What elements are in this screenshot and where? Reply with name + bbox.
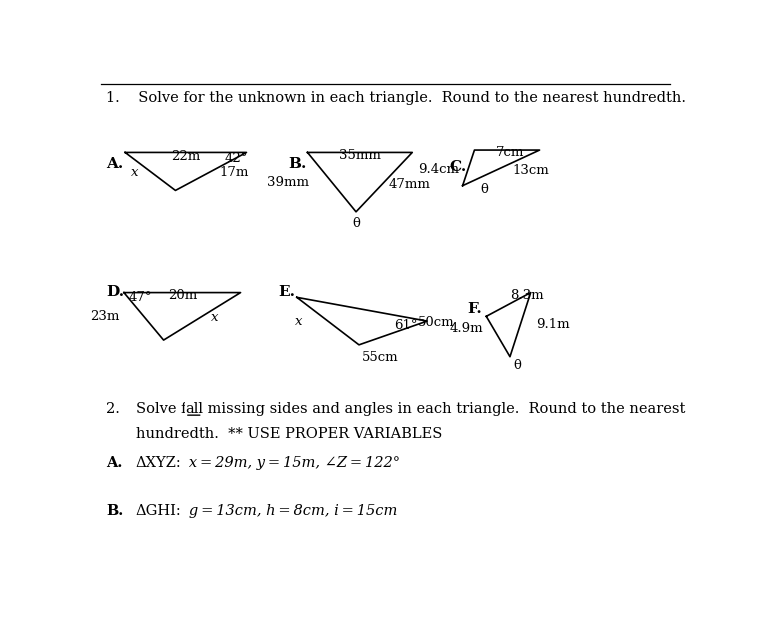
- Text: 7cm: 7cm: [496, 146, 524, 159]
- Text: g = 13cm, h = 8cm, i = 15cm: g = 13cm, h = 8cm, i = 15cm: [176, 504, 398, 518]
- Text: 4.9m: 4.9m: [450, 322, 484, 335]
- Text: 47°: 47°: [128, 291, 151, 304]
- Text: 2.: 2.: [106, 402, 120, 416]
- Text: A.: A.: [106, 157, 124, 171]
- Text: 23m: 23m: [90, 310, 119, 323]
- Text: 22m: 22m: [171, 150, 200, 163]
- Text: 13cm: 13cm: [513, 164, 549, 176]
- Text: 20m: 20m: [168, 289, 197, 302]
- Text: 9.1m: 9.1m: [536, 318, 570, 331]
- Text: x: x: [295, 315, 303, 328]
- Text: x = 29m, y = 15m, ∠Z = 122°: x = 29m, y = 15m, ∠Z = 122°: [176, 457, 400, 471]
- Text: all: all: [185, 402, 203, 416]
- Text: 39mm: 39mm: [267, 176, 309, 189]
- Text: ΔXYZ:: ΔXYZ:: [136, 457, 182, 471]
- Text: 1.    Solve for the unknown in each triangle.  Round to the nearest hundredth.: 1. Solve for the unknown in each triangl…: [106, 91, 686, 105]
- Text: B.: B.: [106, 504, 124, 518]
- Text: θ: θ: [481, 183, 488, 196]
- Text: 50cm: 50cm: [418, 315, 455, 328]
- Text: x: x: [131, 167, 138, 180]
- Text: F.: F.: [468, 302, 482, 316]
- Text: 42°: 42°: [225, 152, 248, 165]
- Text: 55cm: 55cm: [362, 350, 399, 363]
- Text: 8.3m: 8.3m: [510, 289, 544, 302]
- Text: Solve for: Solve for: [136, 402, 207, 416]
- Text: 35mm: 35mm: [339, 149, 381, 162]
- Text: 17m: 17m: [220, 167, 249, 180]
- Text: x: x: [211, 311, 219, 324]
- Text: B.: B.: [288, 157, 306, 171]
- Text: A.: A.: [106, 457, 122, 471]
- Text: missing sides and angles in each triangle.  Round to the nearest: missing sides and angles in each triangl…: [202, 402, 685, 416]
- Text: hundredth.  ** USE PROPER VARIABLES: hundredth. ** USE PROPER VARIABLES: [136, 426, 442, 441]
- Text: 9.4cm: 9.4cm: [418, 162, 459, 176]
- Text: C.: C.: [449, 160, 467, 173]
- Text: θ: θ: [513, 359, 521, 372]
- Text: ΔGHI:: ΔGHI:: [136, 504, 182, 518]
- Text: 61°: 61°: [394, 320, 418, 333]
- Text: E.: E.: [278, 286, 295, 299]
- Text: 47mm: 47mm: [389, 178, 430, 191]
- Text: D.: D.: [106, 286, 125, 299]
- Text: θ: θ: [352, 217, 360, 230]
